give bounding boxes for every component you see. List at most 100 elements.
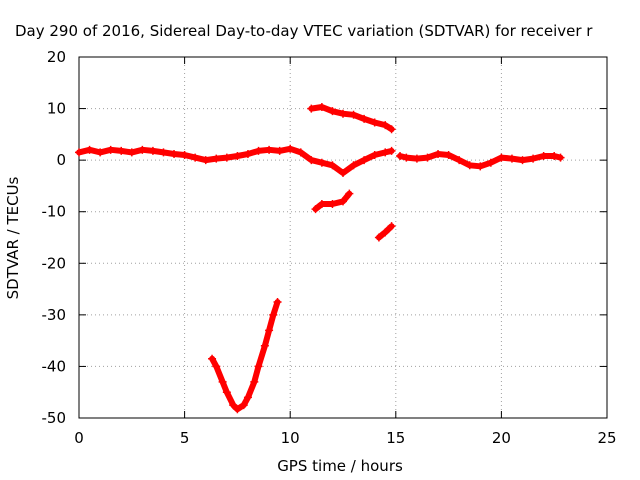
data-point — [212, 362, 221, 371]
data-point — [243, 149, 252, 158]
data-series-3 — [307, 103, 396, 134]
data-point — [412, 154, 421, 163]
data-point — [328, 107, 337, 116]
x-tick-label: 20 — [492, 429, 511, 447]
data-point — [476, 162, 485, 171]
data-point — [339, 197, 347, 206]
data-point — [307, 156, 316, 165]
data-point — [317, 103, 326, 112]
data-point — [191, 153, 200, 162]
x-axis: 0 5 10 15 20 25 — [74, 57, 617, 447]
data-point — [75, 148, 83, 157]
data-point — [159, 148, 168, 157]
data-point — [328, 199, 337, 208]
data-point — [349, 110, 358, 119]
y-axis-label: SDTVAR / TECUs — [4, 176, 22, 299]
data-series-1 — [75, 144, 396, 178]
data-point — [170, 149, 179, 158]
x-tick-label: 25 — [597, 429, 616, 447]
data-point — [507, 154, 516, 163]
data-point — [497, 153, 506, 162]
y-tick-label: -30 — [42, 306, 67, 324]
y-tick-label: -20 — [42, 254, 67, 272]
data-point — [396, 152, 405, 161]
data-point — [370, 150, 379, 159]
series-trace — [308, 104, 395, 133]
data-point — [370, 118, 379, 127]
data-point — [148, 146, 157, 155]
data-point — [127, 148, 136, 157]
data-point — [360, 156, 369, 165]
grid — [79, 57, 607, 418]
data-point — [201, 156, 210, 165]
data-point — [117, 146, 126, 155]
data-point — [311, 205, 320, 214]
data-point — [539, 152, 548, 161]
y-tick-label: 10 — [47, 100, 66, 118]
data-point — [233, 405, 242, 414]
data-point — [260, 341, 269, 350]
data-point — [444, 150, 453, 159]
data-point — [138, 145, 147, 154]
y-tick-label: 0 — [56, 151, 66, 169]
data-point — [254, 146, 263, 155]
data-point — [328, 161, 337, 170]
data-point — [381, 228, 390, 237]
data-point — [434, 149, 443, 158]
data-point — [233, 152, 242, 161]
data-series-6 — [208, 297, 282, 414]
series-trace — [209, 299, 281, 413]
data-point — [374, 233, 383, 242]
data-point — [239, 401, 248, 410]
x-tick-label: 10 — [281, 429, 300, 447]
data-point — [208, 354, 217, 363]
data-point — [286, 144, 295, 153]
data-point — [96, 148, 105, 157]
series-trace — [76, 145, 395, 176]
data-point — [85, 145, 94, 154]
data-point — [229, 401, 238, 410]
y-tick-label: -40 — [42, 357, 67, 375]
data-series-4 — [311, 189, 354, 214]
data-point — [339, 109, 347, 118]
data-point — [556, 153, 565, 162]
data-point — [423, 153, 432, 162]
y-axis: -50 -40 -30 -20 -10 0 10 20 — [42, 48, 607, 427]
data-point — [518, 156, 527, 165]
data-point — [250, 377, 259, 386]
data-point — [486, 158, 495, 167]
data-point — [349, 161, 358, 170]
data-point — [212, 154, 221, 163]
data-point — [360, 114, 369, 123]
data-point — [275, 146, 284, 155]
data-point — [269, 310, 278, 319]
y-tick-label: -10 — [42, 203, 67, 221]
data-point — [381, 121, 390, 130]
x-tick-label: 5 — [180, 429, 190, 447]
data-series-2 — [396, 149, 565, 171]
data-point — [265, 145, 274, 154]
y-tick-label: -50 — [42, 409, 67, 427]
data-point — [222, 153, 231, 162]
data-point — [265, 326, 274, 335]
data-point — [455, 156, 464, 165]
data-point — [317, 158, 326, 167]
y-tick-label: 20 — [47, 48, 66, 66]
data-point — [254, 362, 263, 371]
data-point — [387, 146, 396, 155]
series-layer — [75, 103, 565, 414]
plot-frame — [78, 56, 608, 419]
data-point — [222, 388, 231, 397]
data-point — [307, 104, 316, 113]
data-point — [218, 377, 227, 386]
data-point — [465, 161, 474, 170]
data-point — [243, 393, 252, 402]
data-point — [550, 152, 559, 161]
data-point — [345, 189, 354, 198]
data-point — [387, 222, 396, 231]
x-tick-label: 15 — [386, 429, 405, 447]
data-point — [180, 150, 189, 159]
data-point — [317, 199, 326, 208]
chart-title: Day 290 of 2016, Sidereal Day-to-day VTE… — [15, 22, 593, 40]
